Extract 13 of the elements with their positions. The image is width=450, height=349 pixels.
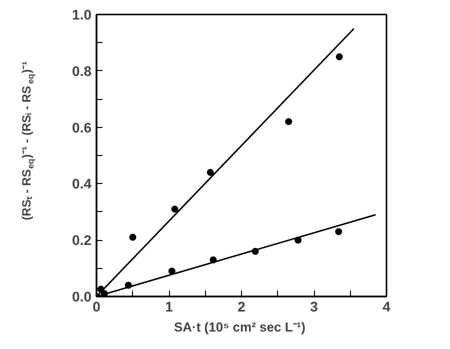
y-tick-label: 0.6 [72, 119, 92, 136]
x-tick-label: 2 [238, 298, 246, 314]
y-tick-label: 0.0 [72, 288, 92, 304]
x-tick-label: 4 [382, 298, 391, 314]
y-tick-label: 0.8 [72, 62, 92, 79]
x-tick-label: 1 [165, 298, 174, 314]
y-tick-label: 0.4 [72, 176, 92, 192]
y-tick-label: 0.2 [72, 232, 92, 248]
y-axis-title: (RSₜ - RSeq)⁻¹ - (RSᵢ - RSeq)⁻¹ [20, 61, 36, 220]
x-tick-label: 0 [92, 298, 101, 314]
x-tick-label: 3 [310, 298, 318, 314]
x-axis-title: SA·t (10⁵ cm² sec L⁻¹) [174, 320, 306, 334]
y-tick-label: 1.0 [72, 6, 92, 22]
